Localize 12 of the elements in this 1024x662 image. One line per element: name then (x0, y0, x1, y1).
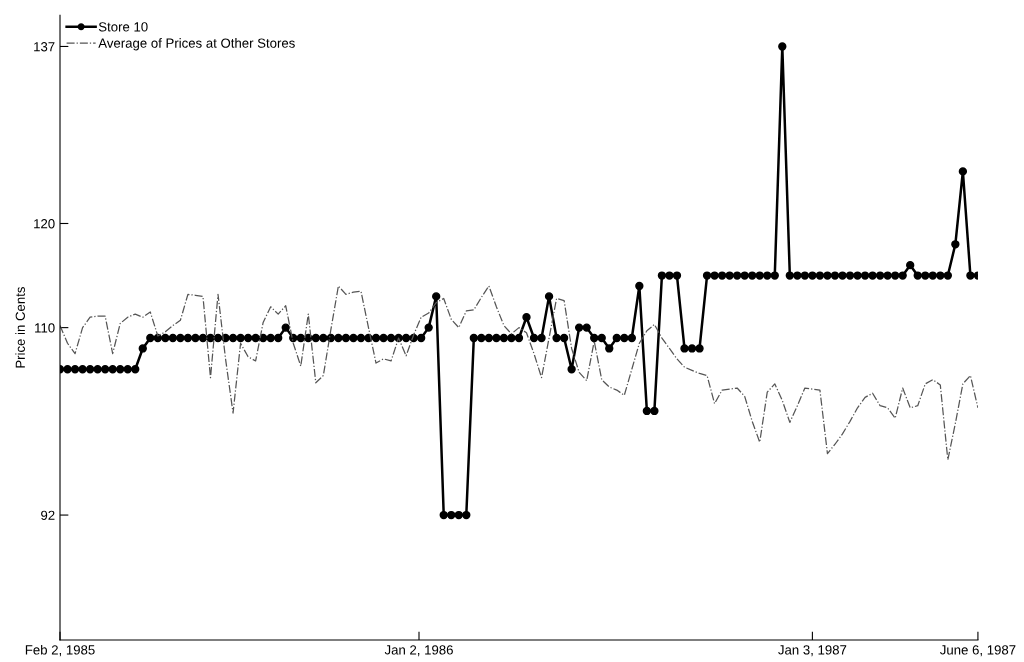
y-tick-label: 137 (34, 42, 55, 52)
y-tick-label: 120 (34, 219, 55, 229)
line-series (60, 285, 978, 461)
legend-label: Average of Prices at Other Stores (98, 38, 295, 51)
x-tick-label: Jan 3, 1987 (778, 645, 847, 657)
x-tick-label: Feb 2, 1985 (25, 644, 95, 657)
y-tick-label: 110 (35, 323, 55, 333)
x-tick-label: Jan 2, 1986 (384, 645, 453, 657)
y-tick-label: 92 (41, 510, 55, 520)
y-axis-title: Price in Cents (15, 287, 25, 368)
x-tick-label: June 6, 1987 (939, 645, 1016, 657)
legend-label: Store 10 (98, 22, 148, 32)
